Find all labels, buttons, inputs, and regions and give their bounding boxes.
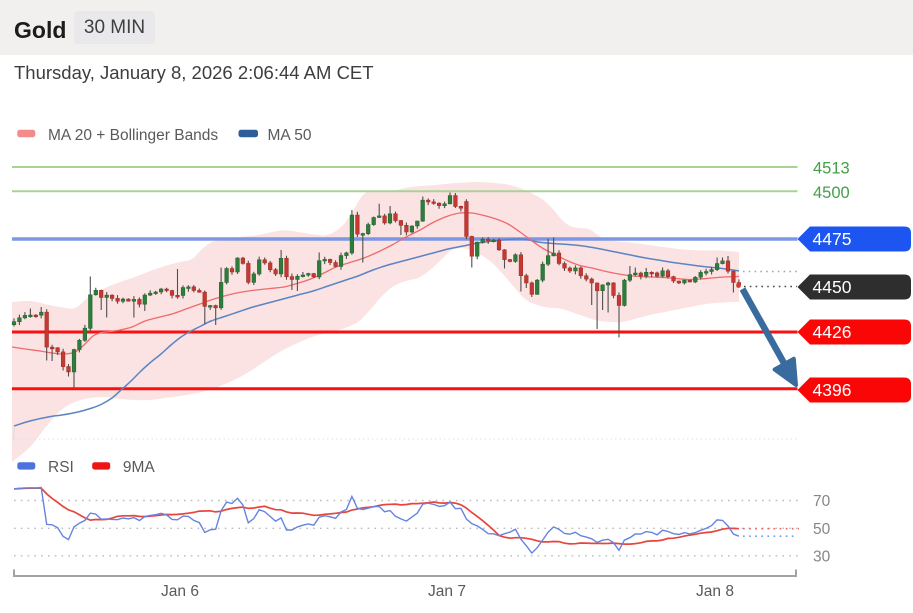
svg-text:4396: 4396	[813, 380, 852, 400]
svg-text:9MA: 9MA	[123, 459, 156, 476]
svg-text:Jan 8: Jan 8	[696, 583, 734, 600]
svg-text:4500: 4500	[813, 184, 850, 202]
svg-text:Jan 7: Jan 7	[428, 583, 466, 600]
svg-text:70: 70	[813, 493, 831, 510]
svg-text:Jan 6: Jan 6	[161, 583, 199, 600]
svg-text:MA 20 + Bollinger Bands: MA 20 + Bollinger Bands	[48, 127, 218, 144]
svg-text:4513: 4513	[813, 160, 850, 178]
svg-text:4426: 4426	[813, 322, 852, 342]
svg-text:4475: 4475	[813, 229, 852, 249]
svg-text:50: 50	[813, 521, 831, 538]
svg-text:MA 50: MA 50	[268, 127, 312, 144]
svg-text:4450: 4450	[813, 277, 852, 297]
svg-text:30: 30	[813, 548, 831, 565]
svg-text:RSI: RSI	[48, 459, 74, 476]
